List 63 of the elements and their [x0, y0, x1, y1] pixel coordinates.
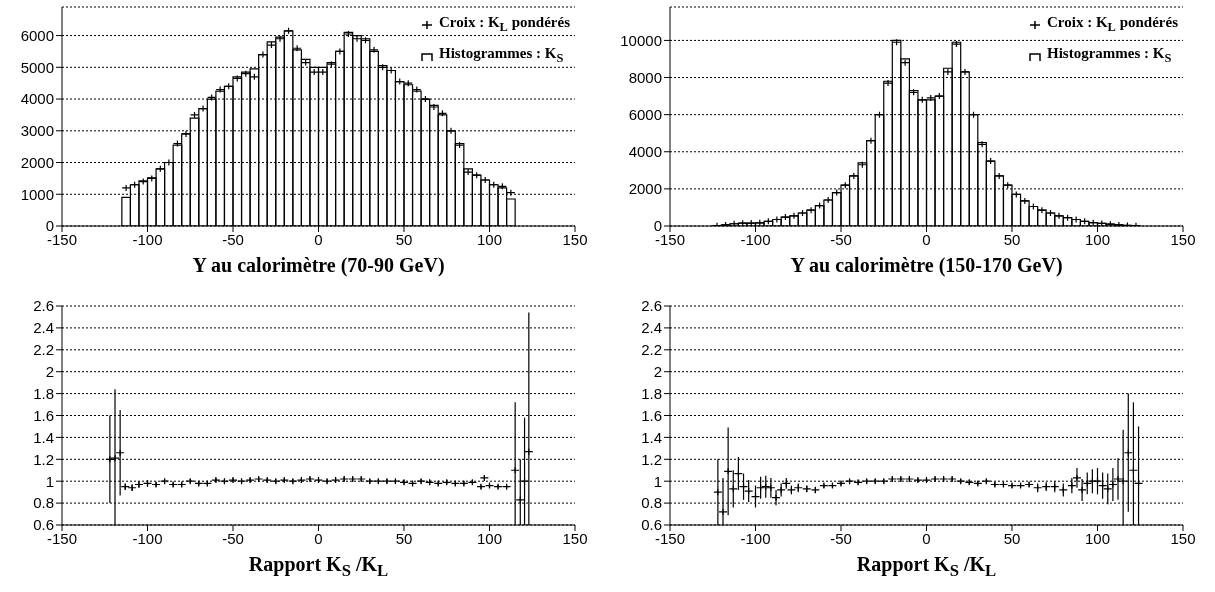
y-tick-label: 2.2: [641, 341, 662, 359]
y-tick-label: 4000: [20, 90, 54, 108]
y-tick-label: 6000: [628, 105, 662, 123]
y-tick-label: 6000: [20, 26, 54, 44]
y-tick-label: 1: [653, 472, 662, 490]
y-tick-label: 2.6: [33, 297, 54, 315]
x-tick-label: -100: [132, 529, 163, 547]
y-tick-label: 1.8: [33, 384, 54, 402]
x-tick-label: 50: [1003, 230, 1021, 248]
x-axis-title: Rapport K$_{S}$ /K$_{L}$: [247, 553, 390, 581]
legend-label: Croix : K$_{L}$ pondérés: [439, 14, 570, 35]
y-tick-label: 2000: [20, 153, 54, 171]
y-tick-label: 1.6: [641, 406, 662, 424]
x-tick-label: -50: [830, 529, 852, 547]
x-tick-label: -50: [222, 230, 244, 248]
y-tick-label: 2.6: [641, 297, 662, 315]
y-tick-label: 0.8: [33, 494, 54, 512]
x-tick-label: -50: [222, 529, 244, 547]
y-tick-label: 1: [45, 472, 54, 490]
x-tick-label: 100: [476, 529, 503, 547]
y-tick-label: 2.4: [33, 319, 54, 337]
x-tick-label: 150: [1170, 529, 1196, 547]
y-tick-label: 1.6: [33, 406, 54, 424]
x-tick-label: -100: [132, 230, 163, 248]
y-tick-label: 10000: [620, 31, 662, 49]
y-tick-label: 0.8: [641, 494, 662, 512]
y-tick-label: 2: [45, 363, 54, 381]
x-tick-label: 0: [922, 230, 931, 248]
x-tick-label: 150: [562, 529, 588, 547]
x-tick-label: 50: [395, 230, 413, 248]
y-tick-label: 1.2: [641, 450, 662, 468]
x-axis-title: Y au calorimètre (150-170 GeV): [789, 254, 1064, 277]
y-tick-label: 2.4: [641, 319, 662, 337]
x-tick-label: 50: [1003, 529, 1021, 547]
y-tick-label: 1000: [20, 185, 54, 203]
x-tick-label: 150: [1170, 230, 1196, 248]
x-axis-title: Y au calorimètre (70-90 GeV): [191, 254, 446, 277]
x-tick-label: -50: [830, 230, 852, 248]
y-tick-label: 1.8: [641, 384, 662, 402]
x-tick-label: 100: [1084, 230, 1111, 248]
y-tick-label: 1.2: [33, 450, 54, 468]
x-tick-label: 100: [1084, 529, 1111, 547]
y-tick-label: 8000: [628, 68, 662, 86]
x-axis-title: Rapport K$_{S}$ /K$_{L}$: [855, 553, 998, 581]
x-tick-label: 100: [476, 230, 503, 248]
legend-label: Histogrammes : K$_{S}$: [439, 45, 564, 66]
y-tick-label: 2000: [628, 180, 662, 198]
y-tick-label: 1.4: [33, 428, 54, 446]
y-tick-label: 2: [653, 363, 662, 381]
x-tick-label: 150: [562, 230, 588, 248]
x-tick-label: -100: [740, 230, 771, 248]
y-tick-label: 1.4: [641, 428, 662, 446]
x-tick-label: 0: [314, 529, 323, 547]
x-tick-label: -100: [740, 529, 771, 547]
y-tick-label: 2.2: [33, 341, 54, 359]
legend-label: Croix : K$_{L}$ pondérés: [1047, 14, 1178, 35]
x-tick-label: 0: [922, 529, 931, 547]
x-tick-label: 0: [314, 230, 323, 248]
legend-label: Histogrammes : K$_{S}$: [1047, 45, 1172, 66]
y-tick-label: 3000: [20, 122, 54, 140]
x-tick-label: 50: [395, 529, 413, 547]
y-tick-label: 4000: [628, 143, 662, 161]
y-tick-label: 5000: [20, 58, 54, 76]
